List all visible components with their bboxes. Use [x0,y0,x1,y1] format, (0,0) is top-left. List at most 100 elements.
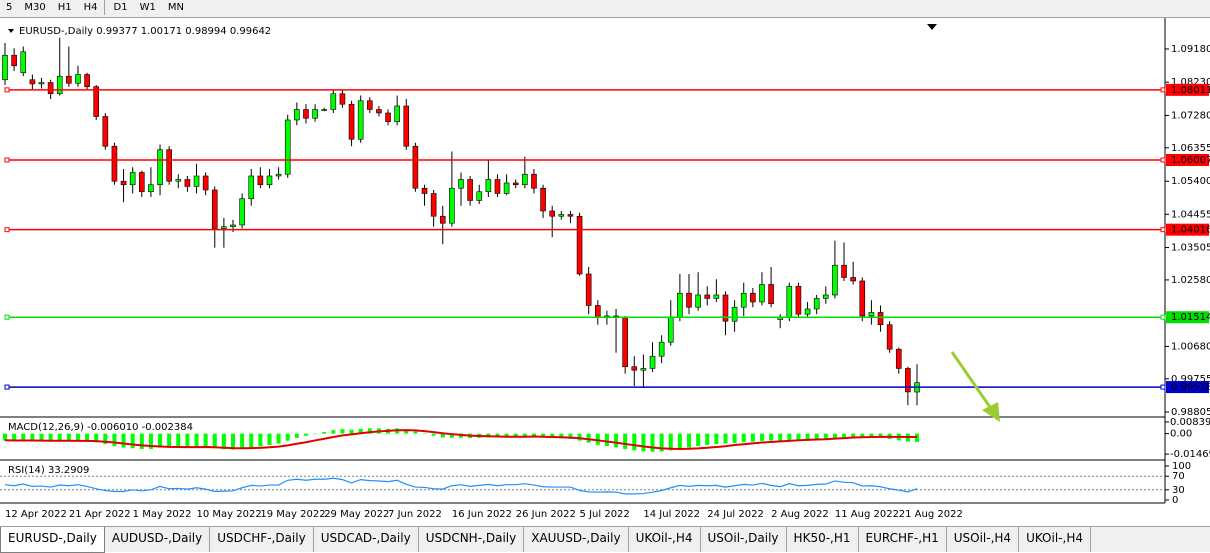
x-tick-label: 21 Aug 2022 [899,509,963,520]
candle-body [704,294,711,299]
macd-bar [586,433,591,443]
candle-body [877,312,884,326]
candle-body [740,292,747,308]
macd-bar [285,433,290,441]
candle-body [230,224,236,228]
candle-body [804,308,811,315]
macd-bar [267,433,272,446]
timeframe-button[interactable]: 5 [6,2,13,13]
rsi-tick-label: 30 [1172,485,1185,496]
candle-body [540,187,546,212]
candle-body [421,187,428,194]
timeframe-toolbar: 5 M30 H1 H4 D1 W1 MN [0,0,1210,18]
chart-tab[interactable]: EURCHF-,H1 [859,527,947,552]
rsi-tick-label: 70 [1172,471,1185,482]
timeframe-button[interactable]: MN [167,2,184,13]
macd-bar [659,433,664,452]
candle-body [348,103,355,140]
candle-body [20,51,27,74]
macd-bar [358,428,363,434]
level-anchor [4,157,10,163]
macd-bar [805,433,810,440]
level-anchor [1160,87,1166,93]
macd-bar [778,433,783,441]
candle-body [841,264,847,278]
y-tick-label: 1.04455 [1171,209,1210,220]
candle-body [449,187,455,224]
candle-body [503,182,510,194]
macd-bar [221,433,226,450]
level-label: 1.04016 [1171,225,1210,236]
candle-body [822,294,829,299]
macd-bar [66,433,71,442]
macd-bar [294,433,299,438]
timeframe-button[interactable]: M30 [24,2,46,13]
chart: EURUSD-,Daily 0.99377 1.00171 0.98994 0.… [0,18,1210,526]
chart-tab[interactable]: USOil-,H4 [947,527,1020,552]
level-label-box [1166,311,1209,324]
chart-tab[interactable]: USDCNH-,Daily [419,527,525,552]
chart-tab[interactable]: AUDUSD-,Daily [105,527,211,552]
macd-bar [860,433,865,438]
timeframe-button[interactable]: H4 [78,0,105,15]
macd-bar [48,433,53,442]
rsi-tick-label: 0 [1172,495,1178,506]
macd-bar [85,433,90,442]
chart-tab[interactable]: USDCAD-,Daily [314,527,419,552]
macd-bar [696,433,701,447]
candle-body [248,175,255,200]
macd-bar [258,433,263,447]
candle-body [120,180,127,186]
chart-tab[interactable]: XAUUSD-,Daily [524,527,629,552]
level-anchor [4,87,10,93]
timeframe-button[interactable]: H1 [57,2,72,13]
macd-bar [413,431,418,434]
macd-bar [240,433,245,449]
candle-body [38,82,45,85]
macd-bar [796,433,801,440]
candle-body [75,74,81,84]
chart-tab[interactable]: UKOil-,H4 [629,527,701,552]
candle-body [476,191,483,201]
candle-body [312,109,318,119]
macd-tick-label: 0.00 [1170,429,1192,440]
candle-body [594,305,601,319]
candle-body [148,184,154,193]
candle-body [193,175,200,187]
macd-tick-label: -0.014693 [1170,449,1210,460]
chart-tab[interactable]: USDCHF-,Daily [210,527,314,552]
macd-bar [522,433,527,437]
chart-tab[interactable]: UKOil-,H4 [1019,527,1091,552]
macd-bar [650,433,655,452]
candle-body [56,75,63,95]
timeframe-button[interactable]: W1 [139,2,156,13]
macd-bar [595,433,600,445]
macd-bar [705,433,710,446]
candle-body [284,119,291,175]
chart-tab[interactable]: USOil-,Daily [701,527,787,552]
level-label: 1.08011 [1171,85,1210,96]
macd-bar [3,433,7,441]
chart-tab[interactable]: EURUSD-,Daily [0,527,105,553]
candle-body [403,105,410,147]
macd-label: MACD(12,26,9) -0.006010 -0.002384 [8,422,193,433]
timeframe-button[interactable]: D1 [113,2,128,13]
macd-bar [12,433,17,441]
level-label-box [1166,153,1209,166]
level-anchor [1160,384,1166,390]
level-anchor [4,314,10,320]
candle-body [47,82,54,95]
chart-tab[interactable]: HK50-,H1 [787,527,859,552]
candle-body [485,179,492,193]
candle-body [868,312,875,317]
level-anchor [4,227,10,233]
x-tick-label: 11 Aug 2022 [835,509,899,520]
macd-bar [404,429,409,434]
macd-bar [723,433,728,444]
macd-bar [112,433,117,447]
macd-bar [212,433,217,449]
macd-bar [431,433,436,436]
candle-body [366,100,373,110]
macd-bar [550,433,555,438]
